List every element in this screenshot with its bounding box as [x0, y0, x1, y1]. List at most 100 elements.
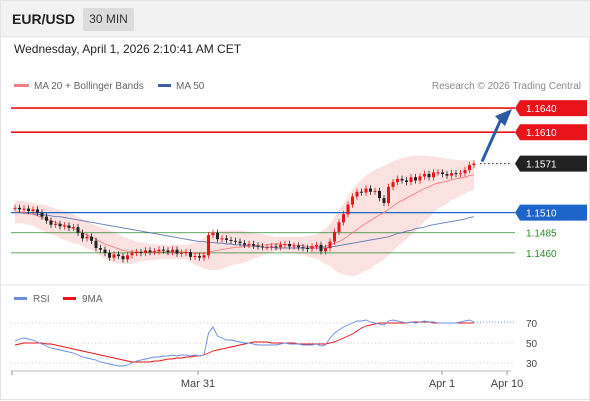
candle-body	[414, 177, 417, 181]
x-tick-label: Mar 31	[181, 378, 215, 390]
candle-body	[40, 212, 44, 217]
rsi-ma-swatch	[63, 296, 76, 300]
interval-button[interactable]: 30 MIN	[83, 8, 134, 31]
candle-body	[387, 186, 390, 203]
candle-body	[297, 245, 300, 248]
rsi-ma-line	[14, 321, 474, 363]
candle-body	[238, 241, 242, 244]
candle-body	[328, 241, 332, 249]
candle-body	[225, 238, 228, 240]
x-tick-label: Apr 1	[429, 378, 455, 390]
candle-body	[166, 250, 170, 253]
candle-body	[67, 225, 71, 228]
rsi-line	[14, 319, 475, 367]
candle-body	[333, 231, 336, 242]
pivot-level-label: 1.1510	[526, 209, 557, 220]
symbol-label: EUR/USD	[12, 11, 76, 27]
candle-body	[279, 244, 282, 248]
rsi-tick-label: 50	[526, 339, 538, 350]
ma50-legend-label: MA 50	[176, 81, 205, 92]
candle-body	[45, 216, 48, 221]
forecast-arrow	[480, 118, 503, 163]
candle-body	[81, 232, 84, 239]
candle-body	[193, 256, 197, 258]
resistance-level-label: 1.1610	[526, 128, 557, 139]
candle-body	[54, 223, 57, 225]
current_price-price-tag	[515, 155, 587, 172]
resistance-price-tag	[515, 100, 587, 117]
candle-body	[229, 239, 233, 241]
candle-body	[373, 190, 377, 192]
candle-body	[121, 256, 125, 260]
resistance-level-label: 1.1640	[526, 104, 557, 115]
candle-body	[189, 252, 192, 257]
candle-body	[72, 227, 75, 229]
ma20-legend-label: MA 20 + Bollinger Bands	[34, 81, 144, 92]
candle-body	[256, 245, 260, 247]
support-level-label: 1.1460	[526, 249, 557, 260]
candle-body	[99, 248, 102, 250]
candle-body	[351, 196, 354, 205]
candle-body	[441, 172, 444, 175]
candle-body	[198, 256, 201, 258]
candle-body	[157, 249, 161, 252]
candle-body	[207, 235, 210, 256]
candle-body	[288, 244, 291, 247]
candle-body	[405, 180, 408, 183]
legend-ma50: MA 50	[158, 81, 204, 92]
chart-header: EUR/USD 30 MIN	[1, 1, 590, 37]
candle-body	[58, 223, 62, 227]
rsi-tick-label: 30	[526, 359, 538, 370]
candle-body	[319, 244, 323, 252]
candle-body	[63, 225, 66, 227]
candle-body	[103, 249, 107, 253]
candle-body	[153, 251, 156, 253]
support-level-label: 1.1485	[526, 229, 557, 240]
candle-body	[112, 254, 116, 258]
candle-body	[472, 163, 476, 166]
candle-body	[301, 247, 305, 249]
candle-body	[148, 250, 152, 253]
candle-body	[202, 255, 206, 258]
rsi-ma-legend-label: 9MA	[82, 294, 103, 305]
legend-rsi-ma: 9MA	[63, 294, 103, 305]
candle-body	[234, 240, 237, 242]
candle-body	[310, 246, 314, 249]
candle-body	[184, 252, 188, 254]
candle-body	[427, 174, 431, 178]
candle-body	[315, 244, 318, 247]
candle-body	[49, 220, 53, 225]
candle-body	[261, 246, 264, 248]
candle-body	[360, 191, 363, 193]
pivot-price-tag	[515, 204, 587, 221]
candle-body	[378, 190, 381, 199]
candle-body	[445, 174, 449, 176]
x-tick-label: Apr 10	[491, 378, 523, 390]
candle-body	[436, 172, 440, 174]
candle-body	[252, 244, 255, 246]
rsi-legend-label: RSI	[33, 294, 50, 305]
candle-body	[423, 174, 426, 177]
candle-body	[337, 222, 341, 232]
candle-body	[369, 188, 372, 192]
candle-body	[409, 177, 413, 183]
candle-body	[306, 248, 309, 250]
candle-body	[400, 178, 404, 181]
ma50-swatch	[158, 83, 171, 87]
forecast-arrow-head	[495, 109, 512, 127]
candle-body	[126, 255, 129, 260]
candle-body	[450, 173, 453, 176]
candle-body	[13, 207, 17, 209]
candle-body	[382, 198, 386, 203]
candle-body	[18, 207, 21, 210]
candle-body	[94, 240, 98, 249]
candle-body	[396, 178, 399, 183]
candle-body	[175, 249, 179, 254]
rsi-tick-label: 70	[526, 319, 538, 330]
candle-body	[76, 227, 80, 233]
candle-body	[324, 248, 327, 252]
candle-body	[144, 250, 147, 253]
candle-body	[22, 208, 26, 210]
